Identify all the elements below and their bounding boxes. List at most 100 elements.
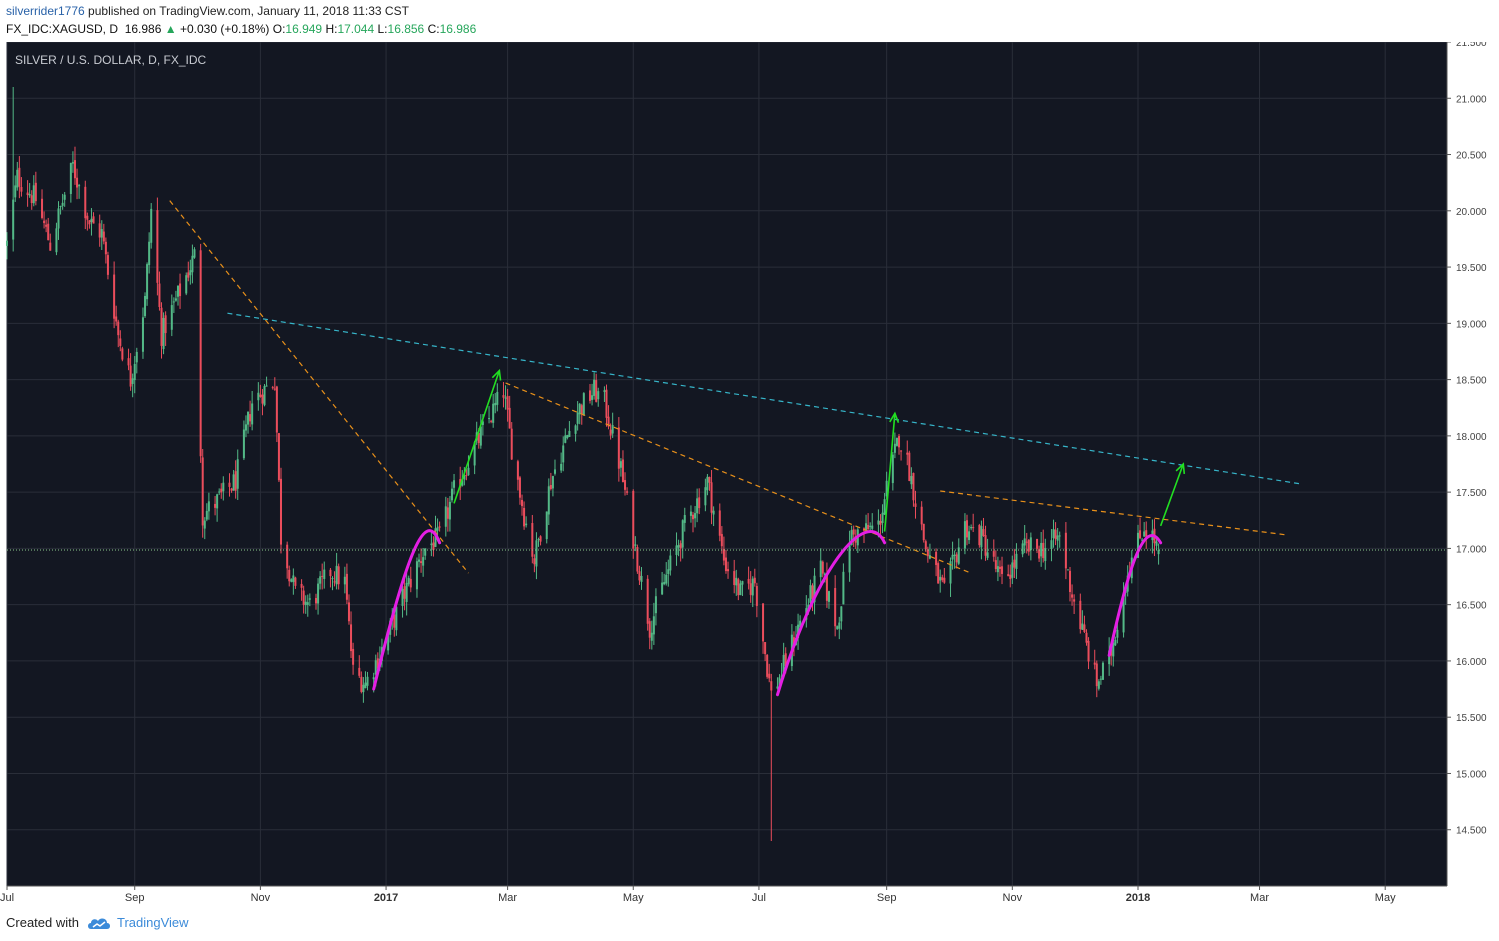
candle-body <box>387 633 390 651</box>
candle-body <box>242 429 245 459</box>
candle-body <box>720 534 723 547</box>
chart-canvas[interactable]: SILVER / U.S. DOLLAR, D, FX_IDC 16.986 1… <box>0 42 1499 907</box>
candle-body <box>1073 599 1076 602</box>
candle-body <box>928 555 931 559</box>
x-tick-label: 2018 <box>1126 892 1150 904</box>
candle-body <box>562 445 565 463</box>
candle-body <box>26 192 29 196</box>
candle-body <box>32 185 35 204</box>
candle-body <box>179 283 182 297</box>
candle-body <box>273 388 276 390</box>
candle-body <box>358 667 361 676</box>
candle-body <box>762 603 765 642</box>
candle-body <box>778 677 781 689</box>
tradingview-brand-link[interactable]: TradingView <box>116 915 189 930</box>
candle-body <box>1027 539 1030 552</box>
candle-body <box>261 394 264 404</box>
x-tick-label: Sep <box>125 892 145 904</box>
candle-body <box>799 620 802 628</box>
candle-body <box>1087 640 1090 662</box>
author-link[interactable]: silverrider1776 <box>6 4 85 18</box>
candle-body <box>164 315 167 334</box>
candle-body <box>521 499 524 507</box>
candle-body <box>1112 642 1115 657</box>
candle-body <box>984 535 987 556</box>
candle-body <box>776 686 779 689</box>
y-axis[interactable]: 14.500 15.000 15.500 16.000 16.500 17.000 17.5… <box>1446 42 1499 886</box>
candle-body <box>593 379 596 396</box>
candle-body <box>146 264 149 300</box>
candle-body <box>648 621 651 638</box>
candle-body <box>677 544 680 548</box>
x-axis[interactable]: Jul Sep Nov 2017 Mar May Jul Sep Nov 2018 Mar May <box>0 885 1447 904</box>
candle-body <box>607 416 610 427</box>
candle-body <box>294 577 297 586</box>
candle-body <box>634 544 637 546</box>
candle-body <box>86 215 89 220</box>
candle-body <box>228 482 231 487</box>
y-tick-label: 14.500 <box>1456 826 1487 837</box>
ticker-symbol: FX_IDC:XAGUSD, D <box>6 22 119 36</box>
candle-body <box>366 676 369 686</box>
ticker-line: FX_IDC:XAGUSD, D 16.986 ▲ +0.030 (+0.18%… <box>6 22 476 36</box>
candle-body <box>5 240 9 246</box>
candle-body <box>403 586 406 599</box>
candle-body <box>430 543 433 546</box>
tradingview-logo-icon[interactable] <box>87 916 111 930</box>
candle-body <box>939 576 942 581</box>
candle-body <box>216 494 219 509</box>
candle-body <box>502 395 505 398</box>
candle-body <box>90 218 93 223</box>
candle-body <box>275 386 278 433</box>
candle-body <box>663 582 666 585</box>
candle-body <box>539 536 542 542</box>
candle-body <box>1085 632 1088 643</box>
candle-body <box>681 520 684 548</box>
candle-body <box>669 555 672 571</box>
candle-body <box>343 576 346 585</box>
candle-body <box>172 301 175 303</box>
candle-body <box>185 275 188 294</box>
candle-body <box>222 482 225 492</box>
candle-body <box>12 199 15 240</box>
candle-body <box>362 684 365 693</box>
candle-body <box>865 523 868 532</box>
candle-body <box>560 463 563 471</box>
y-tick-label: 20.000 <box>1456 207 1487 218</box>
candle-body <box>1009 574 1012 579</box>
candle-body <box>333 581 336 583</box>
candle-body <box>595 380 598 402</box>
candle-body <box>646 578 649 624</box>
candle-body <box>1056 535 1059 541</box>
candle-body <box>852 529 855 535</box>
candle-body <box>372 677 375 680</box>
candle-body <box>461 480 464 486</box>
candle-body <box>290 579 293 582</box>
candle-body <box>45 224 48 227</box>
candle-body <box>364 682 367 689</box>
x-tick-label: Jul <box>752 892 766 904</box>
candle-body <box>621 459 624 483</box>
candle-body <box>533 558 536 565</box>
candle-body <box>619 461 622 468</box>
candle-body <box>566 435 569 438</box>
candle-body <box>518 477 521 498</box>
candle-body <box>574 425 577 434</box>
candle-body <box>834 588 837 627</box>
candle-body <box>784 653 787 667</box>
candle-body <box>488 418 491 420</box>
candle-body <box>259 394 262 397</box>
candle-body <box>201 457 204 526</box>
candle-body <box>360 676 363 692</box>
candle-body <box>741 581 744 585</box>
candle-body <box>263 386 266 406</box>
candle-body <box>694 513 697 519</box>
candle-body <box>718 510 721 536</box>
candle-body <box>257 392 260 401</box>
candle-body <box>329 569 332 577</box>
magenta-arc <box>1107 534 1163 657</box>
candle-body <box>624 480 627 490</box>
candle-body <box>14 185 17 198</box>
candle-body <box>84 186 87 219</box>
candle-body <box>144 295 147 317</box>
